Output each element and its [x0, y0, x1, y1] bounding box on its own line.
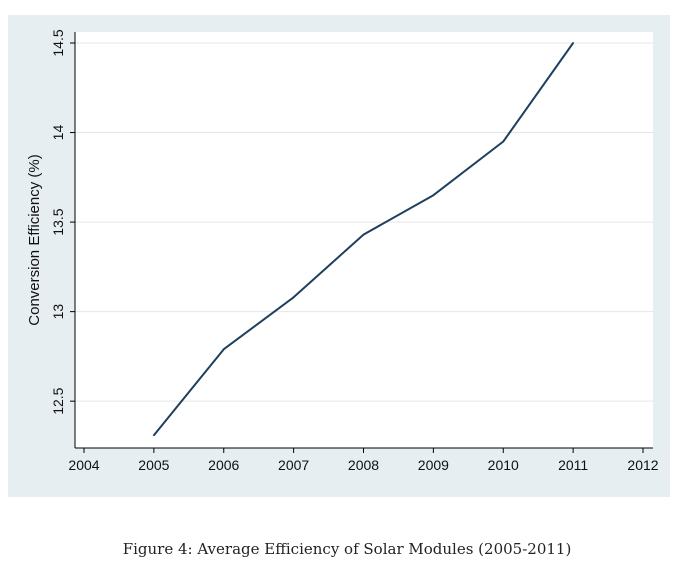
y-axis-label: Conversion Efficiency (%) — [26, 154, 43, 325]
x-tick-label: 2008 — [348, 457, 379, 473]
x-tick-label: 2010 — [488, 457, 519, 473]
figure-caption: Figure 4: Average Efficiency of Solar Mo… — [122, 540, 572, 558]
y-tick-label: 13 — [50, 304, 66, 320]
y-tick-label: 14 — [50, 125, 66, 141]
x-tick-label: 2004 — [68, 457, 99, 473]
y-tick-label: 14.5 — [50, 29, 66, 56]
data-point — [152, 434, 155, 437]
series-group — [152, 42, 575, 437]
x-tick-label: 2005 — [138, 457, 169, 473]
x-tick-label: 2009 — [418, 457, 449, 473]
data-point — [292, 296, 295, 299]
data-point — [572, 42, 575, 44]
data-point — [222, 348, 225, 351]
y-tick-label: 13.5 — [50, 208, 66, 235]
data-point — [432, 194, 435, 197]
x-tick-label: 2006 — [208, 457, 239, 473]
line-chart: 12.5 13 13.5 14 14.5 2004 2005 2006 2007 2008 2009… — [8, 15, 670, 497]
axes: 12.5 13 13.5 14 14.5 2004 2005 2006 2007 2008 2009… — [50, 29, 659, 473]
gridlines — [75, 42, 653, 402]
x-tick-label: 2007 — [278, 457, 309, 473]
data-point — [502, 140, 505, 143]
plot-area — [75, 32, 653, 448]
x-tick-label: 2011 — [558, 457, 588, 473]
y-tick-label: 12.5 — [50, 387, 66, 414]
x-tick-label: 2012 — [627, 457, 658, 473]
data-point — [362, 233, 365, 236]
